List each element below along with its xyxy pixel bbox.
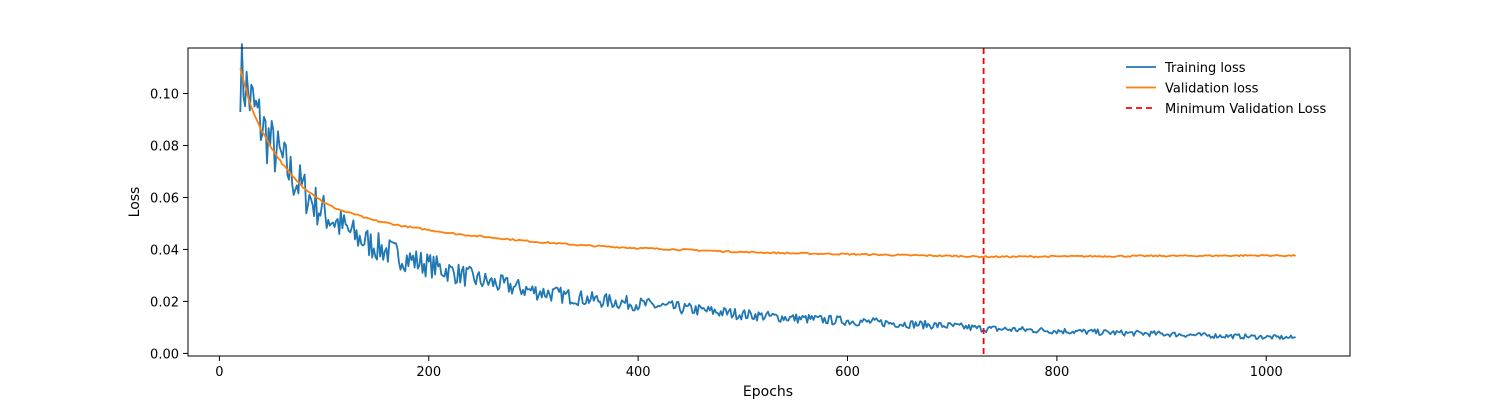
y-tick-label: 0.00 xyxy=(150,347,179,362)
y-tick-label: 0.02 xyxy=(150,295,179,310)
x-tick-label: 200 xyxy=(416,365,441,380)
series-line-validation-loss xyxy=(239,67,1297,259)
x-tick-label: 600 xyxy=(835,365,860,380)
legend-training-loss-label: Training loss xyxy=(1164,61,1246,76)
legend-min-validation-loss-label: Minimum Validation Loss xyxy=(1165,102,1326,117)
series-line-training-loss xyxy=(239,43,1296,341)
y-tick-label: 0.04 xyxy=(150,243,179,258)
x-axis-label: Epochs xyxy=(743,384,793,400)
axes-frame xyxy=(187,47,1351,357)
x-tick-label: 400 xyxy=(626,365,651,380)
axes: 0 200 400 600 800 1000 0.00 0.02 0.04 0.06 0.08 0.1… xyxy=(150,47,1351,380)
x-tick-label: 0 xyxy=(215,365,223,380)
y-tick-label: 0.10 xyxy=(150,87,179,102)
y-axis-label: Loss xyxy=(127,187,143,218)
y-tick-label: 0.06 xyxy=(150,191,179,206)
legend: Training loss Validation loss Minimum Vali… xyxy=(1126,61,1326,117)
x-tick-label: 1000 xyxy=(1250,365,1283,380)
legend-validation-loss-label: Validation loss xyxy=(1165,82,1259,97)
y-tick-label: 0.08 xyxy=(150,139,179,154)
plot-area xyxy=(239,43,1297,356)
x-tick-label: 800 xyxy=(1044,365,1069,380)
